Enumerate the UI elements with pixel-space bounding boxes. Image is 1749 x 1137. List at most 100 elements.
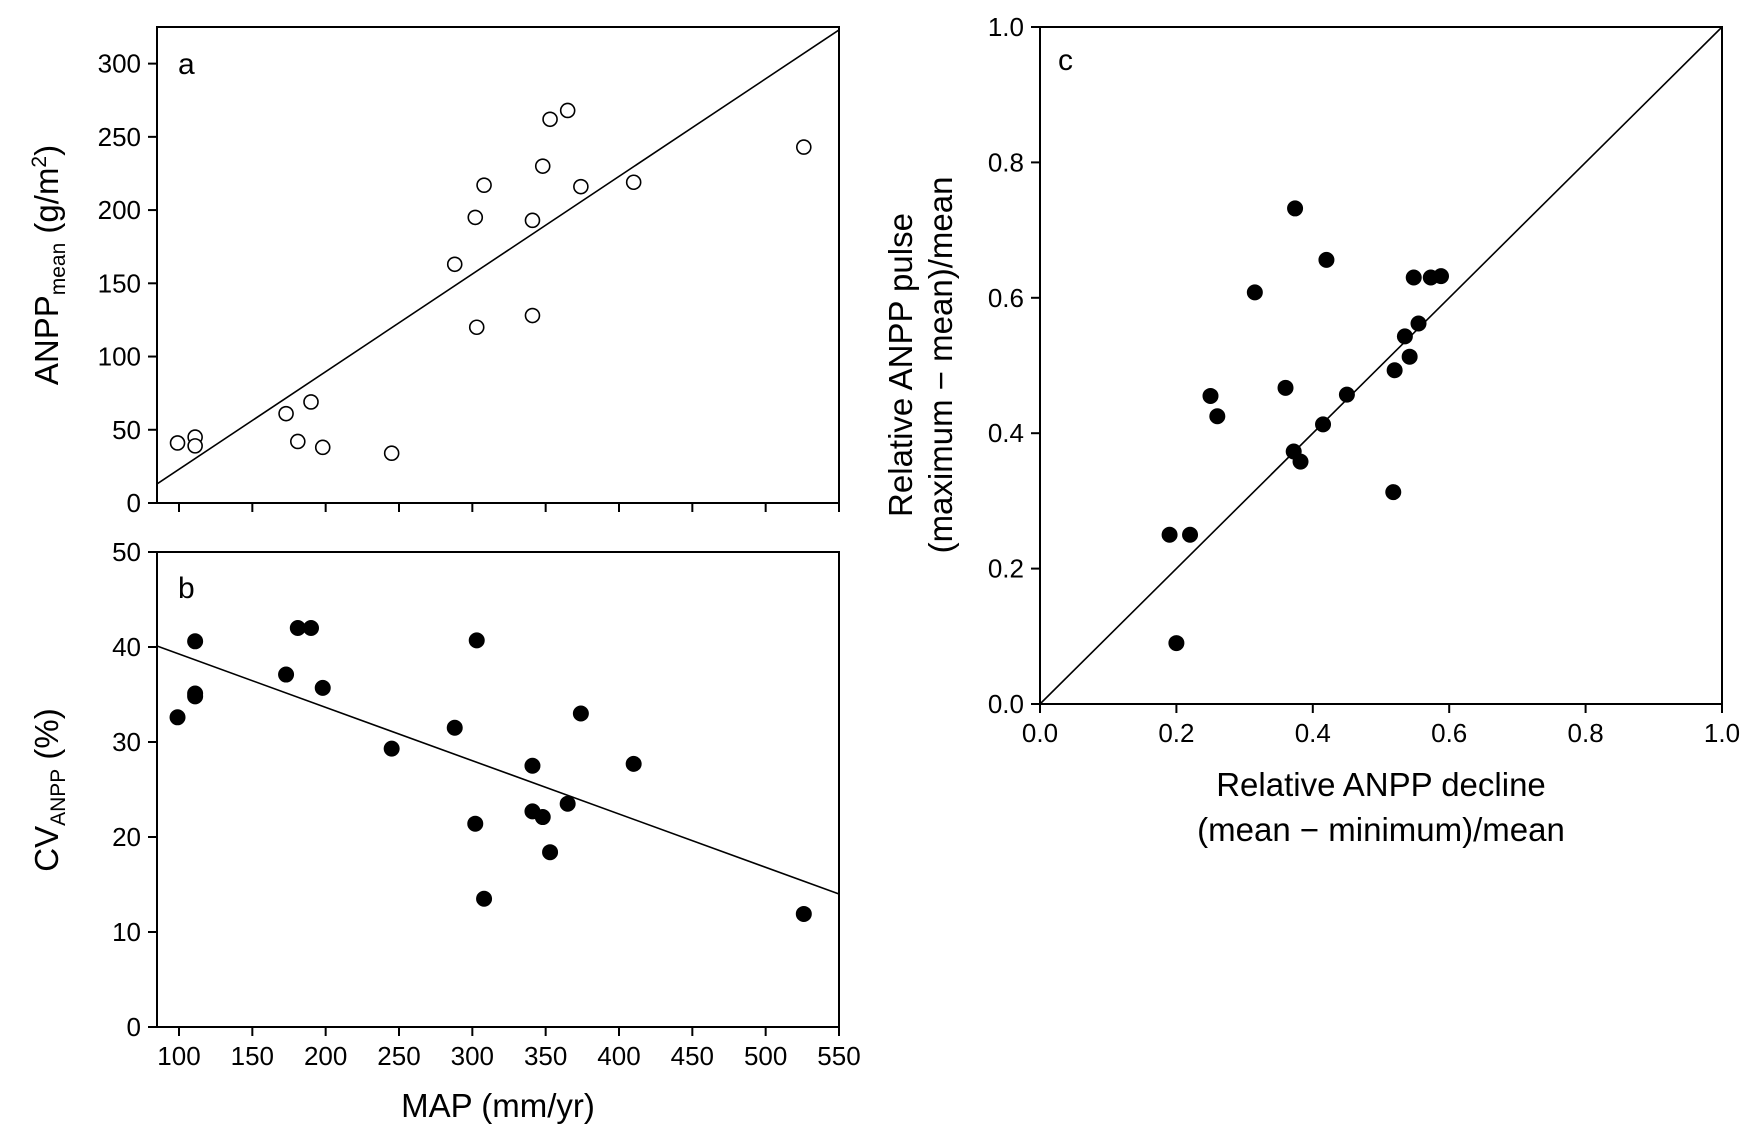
data-point — [476, 890, 493, 907]
panel-a-y-axis-title: ANPPmean (g/m2) — [28, 145, 70, 385]
x-tick-label: 0.6 — [1431, 718, 1467, 748]
data-point — [476, 177, 492, 193]
x-tick-label: 150 — [231, 1041, 274, 1071]
y-tick-label: 50 — [112, 537, 141, 567]
data-point — [187, 688, 204, 705]
data-point — [169, 709, 186, 726]
data-point — [1338, 386, 1355, 403]
panel-c-x-axis-title-line1: Relative ANPP decline — [1216, 766, 1546, 803]
panel-c-y-axis-title-line1: Relative ANPP pulse — [882, 213, 919, 517]
data-point — [278, 405, 294, 422]
data-point — [573, 178, 589, 195]
data-point — [1405, 269, 1422, 286]
y-tick-label: 40 — [112, 632, 141, 662]
y-tick-label: 20 — [112, 822, 141, 852]
panel-c-ticks: 0.0 0.2 0.4 0.6 0.8 1.0 0.0 0.2 0.4 0.6 0.8 1.0 — [988, 12, 1740, 748]
panel-b-ticks: 100 150 200 250 300 350 400 450 500 550 0 10 20 30 40 5… — [112, 537, 861, 1071]
data-point — [314, 439, 331, 456]
data-point — [383, 445, 400, 462]
data-point — [795, 139, 812, 155]
data-point — [559, 102, 576, 119]
data-point — [534, 809, 551, 826]
data-point — [625, 174, 642, 191]
data-point — [468, 632, 485, 649]
data-point — [1161, 526, 1178, 543]
data-point — [572, 705, 589, 722]
y-tick-label: 0.0 — [988, 689, 1024, 719]
data-point — [1396, 328, 1413, 345]
panel-b-y-axis-title: CVANPP (%) — [28, 708, 70, 872]
x-tick-label: 0.8 — [1568, 718, 1604, 748]
x-tick-label: 0.2 — [1158, 718, 1194, 748]
data-point — [795, 905, 812, 922]
data-point — [542, 844, 559, 861]
y-tick-label: 0 — [127, 488, 141, 518]
data-point — [1246, 284, 1263, 301]
y-tick-label: 50 — [112, 415, 141, 445]
panel-b-regression-line — [156, 645, 840, 895]
data-point — [187, 633, 204, 650]
panel-c: 0.0 0.2 0.4 0.6 0.8 1.0 0.0 0.2 0.4 0.6 0.8 1.0 c R… — [882, 12, 1740, 848]
data-point — [524, 212, 541, 229]
data-point — [1315, 416, 1332, 433]
panel-b-letter: b — [178, 572, 195, 605]
x-tick-label: 400 — [597, 1041, 640, 1071]
panel-c-plot-frame — [1039, 26, 1723, 705]
data-point — [524, 757, 541, 774]
data-point — [314, 679, 331, 696]
data-point — [1209, 408, 1226, 425]
data-point — [625, 755, 642, 772]
panel-a-letter: a — [178, 48, 195, 81]
y-tick-label: 0 — [127, 1012, 141, 1042]
panel-c-one-to-one-line — [1039, 26, 1723, 705]
y-tick-label: 150 — [98, 268, 141, 298]
data-point — [524, 307, 541, 324]
x-tick-label: 1.0 — [1704, 718, 1740, 748]
data-point — [1433, 268, 1450, 285]
panel-c-points — [1161, 200, 1450, 652]
data-point — [1385, 484, 1402, 501]
data-point — [278, 666, 295, 683]
y-tick-label: 0.8 — [988, 147, 1024, 177]
y-tick-label: 300 — [98, 49, 141, 79]
x-tick-label: 500 — [744, 1041, 787, 1071]
data-point — [534, 158, 551, 174]
data-point — [1277, 379, 1294, 396]
panel-a-points — [169, 102, 812, 462]
data-point — [169, 435, 186, 451]
y-tick-label: 1.0 — [988, 12, 1024, 42]
data-point — [1292, 453, 1309, 470]
data-point — [468, 319, 485, 336]
data-point — [187, 438, 203, 454]
y-tick-label: 0.6 — [988, 283, 1024, 313]
panel-c-y-axis-title-line2: (maximum − mean)/mean — [922, 177, 959, 554]
data-point — [559, 795, 576, 812]
y-tick-label: 100 — [98, 342, 141, 372]
panel-a: 0 50 100 150 200 250 300 a ANPPmean (g/m2) — [28, 26, 840, 518]
panel-a-ticks: 0 50 100 150 200 250 300 — [98, 49, 840, 518]
data-point — [1168, 635, 1185, 652]
panel-a-plot-frame — [156, 26, 840, 504]
y-tick-label: 0.2 — [988, 554, 1024, 584]
data-point — [1318, 251, 1335, 268]
y-tick-label: 10 — [112, 917, 141, 947]
data-point — [467, 815, 484, 832]
data-point — [1287, 200, 1304, 217]
data-point — [289, 433, 306, 450]
y-tick-label: 30 — [112, 727, 141, 757]
panel-c-letter: c — [1058, 44, 1073, 77]
data-point — [1202, 387, 1219, 404]
data-point — [303, 620, 319, 636]
panel-b-points — [169, 620, 812, 922]
data-point — [1410, 315, 1427, 332]
panel-b: 100 150 200 250 300 350 400 450 500 550 0 10 20 30 40 5… — [28, 537, 861, 1124]
panel-b-plot-frame — [156, 551, 840, 1028]
x-tick-label: 200 — [304, 1041, 347, 1071]
data-point — [446, 719, 463, 736]
data-point — [1401, 348, 1418, 365]
y-tick-label: 250 — [98, 122, 141, 152]
x-tick-label: 450 — [671, 1041, 714, 1071]
x-tick-label: 0.4 — [1295, 718, 1331, 748]
data-point — [1182, 526, 1199, 543]
